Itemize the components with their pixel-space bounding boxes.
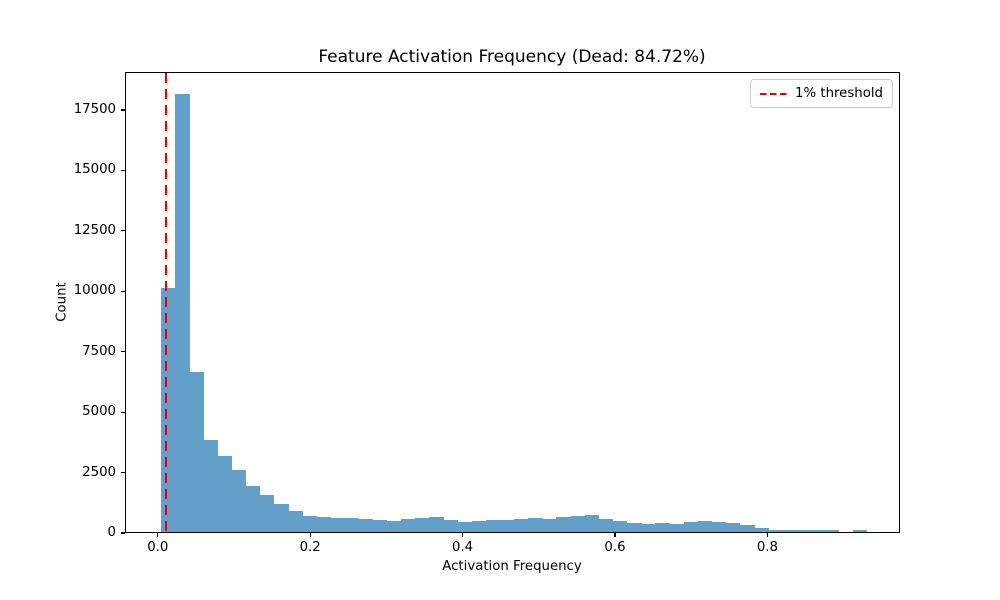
x-tick-mark <box>614 533 616 537</box>
histogram-bar <box>810 530 826 532</box>
histogram-bar <box>683 522 699 532</box>
histogram-bar <box>556 516 571 532</box>
histogram-bar <box>641 524 656 532</box>
dashed-line-icon <box>760 92 788 95</box>
histogram-bar <box>669 524 684 532</box>
y-tick-label: 15000 <box>73 162 116 178</box>
histogram-bar <box>782 529 797 532</box>
histogram-bar <box>852 530 868 532</box>
histogram-bar <box>288 510 303 532</box>
histogram-bar <box>415 518 430 532</box>
histogram-bar <box>824 529 840 532</box>
histogram-bar <box>697 520 713 532</box>
histogram-bar <box>584 515 600 532</box>
histogram-bar <box>203 440 218 532</box>
histogram-bar <box>161 287 176 532</box>
x-tick-mark <box>157 533 159 537</box>
histogram-bar <box>725 523 741 532</box>
histogram-bar <box>485 520 501 532</box>
y-tick-mark <box>121 230 125 232</box>
histogram-bar <box>386 520 402 532</box>
y-tick-label: 12500 <box>73 222 116 238</box>
histogram-bar <box>401 518 416 532</box>
histogram-bar <box>245 486 261 532</box>
threshold-line <box>165 73 168 532</box>
x-tick-mark <box>766 533 768 537</box>
x-tick-mark <box>461 533 464 537</box>
y-tick-mark <box>121 290 125 292</box>
histogram-bar <box>358 518 374 532</box>
histogram-bar <box>528 517 543 532</box>
histogram-bar <box>542 519 557 532</box>
histogram-bar <box>189 372 204 532</box>
histogram-bar <box>344 517 360 532</box>
histogram-bar <box>443 519 458 532</box>
y-tick-mark <box>121 351 125 353</box>
histogram-bar <box>217 455 233 532</box>
y-tick-label: 17500 <box>73 101 116 117</box>
histogram-bar <box>330 517 346 532</box>
histogram-bar <box>570 516 586 532</box>
histogram-bar <box>316 517 331 532</box>
y-tick-label: 2500 <box>82 464 116 480</box>
x-tick-label: 0.0 <box>147 540 169 555</box>
histogram-bar <box>175 94 190 532</box>
y-tick-label: 7500 <box>82 343 116 359</box>
y-tick-mark <box>121 471 125 474</box>
y-tick-mark <box>121 411 125 413</box>
histogram-bar <box>768 529 783 532</box>
x-tick-mark <box>309 533 311 537</box>
histogram-bar <box>598 519 614 532</box>
x-tick-label: 0.6 <box>604 540 626 555</box>
histogram-bar <box>429 516 444 532</box>
histogram-bars <box>126 73 899 532</box>
histogram-bar <box>302 515 317 532</box>
legend: 1% threshold <box>750 79 893 108</box>
x-tick-label: 0.2 <box>299 540 321 555</box>
histogram-bar <box>740 525 755 532</box>
histogram-bar <box>612 520 628 532</box>
histogram-bar <box>627 522 642 532</box>
y-tick-label: 0 <box>107 525 116 540</box>
histogram-bar <box>711 522 727 532</box>
histogram-bar <box>471 520 487 532</box>
plot-area: 1% threshold <box>125 72 900 533</box>
y-tick-mark <box>121 169 125 171</box>
histogram-bar <box>259 495 275 532</box>
chart-title: Feature Activation Frequency (Dead: 84.7… <box>318 47 706 67</box>
x-axis-label: Activation Frequency <box>442 559 582 574</box>
histogram-bar <box>274 504 289 532</box>
y-tick-label: 10000 <box>73 283 116 299</box>
histogram-bar <box>499 520 515 532</box>
y-tick-label: 5000 <box>82 404 116 420</box>
x-tick-label: 0.8 <box>756 540 778 555</box>
legend-label: 1% threshold <box>795 86 883 101</box>
x-tick-label: 0.4 <box>452 540 474 555</box>
histogram-bar <box>754 528 769 532</box>
histogram-bar <box>655 523 670 532</box>
histogram-bar <box>231 470 247 532</box>
histogram-bar <box>372 519 388 532</box>
y-tick-mark <box>121 532 125 534</box>
histogram-bar <box>796 530 811 532</box>
y-tick-mark <box>121 109 125 111</box>
histogram-bar <box>457 522 473 532</box>
histogram-bar <box>514 518 529 532</box>
